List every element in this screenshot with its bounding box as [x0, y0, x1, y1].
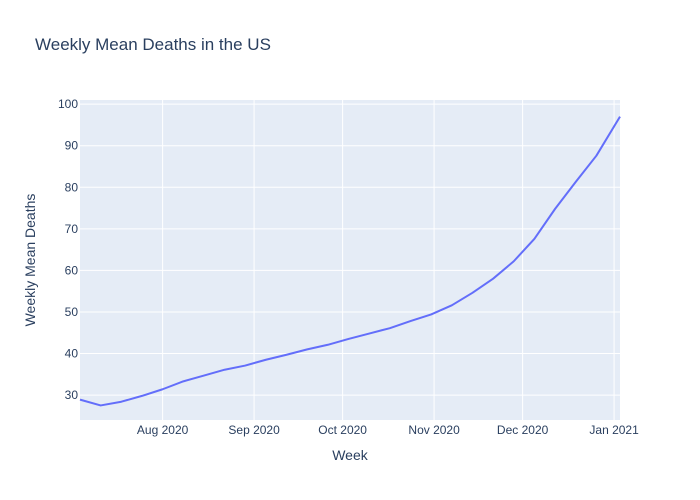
- data-point: [618, 115, 622, 119]
- data-point: [181, 379, 185, 383]
- x-tick-label: Oct 2020: [318, 423, 367, 437]
- y-tick-label: 100: [58, 97, 78, 111]
- data-point: [388, 326, 392, 330]
- x-axis-label: Week: [332, 447, 369, 463]
- series-layer: [78, 115, 622, 407]
- data-point: [574, 180, 578, 184]
- data-point: [532, 237, 536, 241]
- data-point: [285, 353, 289, 357]
- y-tick-label: 70: [65, 222, 79, 236]
- data-point: [119, 400, 123, 404]
- data-point: [470, 291, 474, 295]
- data-point: [140, 394, 144, 398]
- x-tick-label: Nov 2020: [408, 423, 460, 437]
- x-axis-ticks: Aug 2020 Sep 2020 Oct 2020 Nov 2020 Dec 2020…: [137, 423, 639, 437]
- data-point: [326, 343, 330, 347]
- x-tick-label: Dec 2020: [497, 423, 549, 437]
- y-tick-label: 90: [65, 139, 79, 153]
- data-point: [553, 207, 557, 211]
- grid-lines: [80, 100, 620, 420]
- y-tick-label: 50: [65, 305, 79, 319]
- data-point: [243, 364, 247, 368]
- data-point: [347, 337, 351, 341]
- data-point: [408, 319, 412, 323]
- series-line: [79, 116, 621, 407]
- data-point: [223, 368, 227, 372]
- data-point: [305, 347, 309, 351]
- y-axis-label: Weekly Mean Deaths: [22, 194, 38, 327]
- data-point: [512, 259, 516, 263]
- plot-area: [80, 100, 620, 420]
- y-tick-label: 60: [65, 263, 79, 277]
- y-tick-label: 40: [65, 347, 79, 361]
- y-axis-ticks: 30 40 50 60 70 80 90 100: [58, 97, 78, 402]
- data-point: [367, 332, 371, 336]
- data-point: [429, 312, 433, 316]
- data-point: [491, 277, 495, 281]
- data-point: [99, 403, 103, 407]
- data-point: [264, 358, 268, 362]
- chart-title: Weekly Mean Deaths in the US: [35, 35, 271, 54]
- data-point: [450, 303, 454, 307]
- x-tick-label: Jan 2021: [589, 423, 639, 437]
- y-tick-label: 30: [65, 388, 79, 402]
- x-tick-label: Sep 2020: [228, 423, 280, 437]
- y-tick-label: 80: [65, 180, 79, 194]
- data-point: [594, 154, 598, 158]
- data-point: [78, 398, 82, 402]
- x-tick-label: Aug 2020: [137, 423, 189, 437]
- data-point: [161, 387, 165, 391]
- data-point: [202, 374, 206, 378]
